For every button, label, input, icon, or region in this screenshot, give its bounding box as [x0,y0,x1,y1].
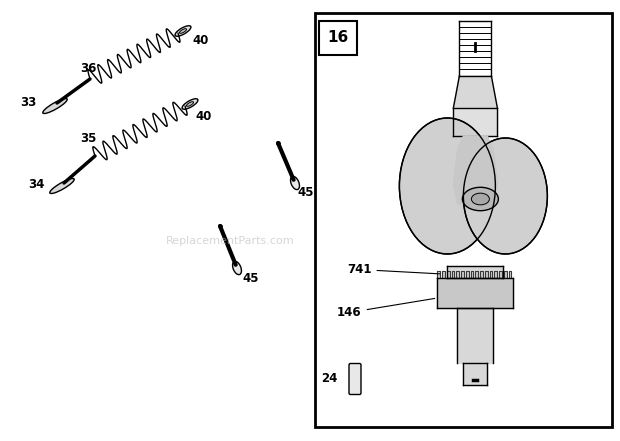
Polygon shape [453,76,497,108]
Polygon shape [508,271,512,278]
Ellipse shape [50,179,74,194]
Polygon shape [490,271,492,278]
Bar [315,13,612,427]
Text: 16: 16 [327,30,348,45]
Text: ReplacementParts.com: ReplacementParts.com [166,236,294,246]
Polygon shape [453,136,497,204]
Polygon shape [456,271,459,278]
Text: 40: 40 [195,109,211,123]
Text: 45: 45 [242,273,259,285]
Polygon shape [458,308,494,363]
Polygon shape [451,271,454,278]
Ellipse shape [291,176,299,190]
Text: 24: 24 [322,371,338,385]
Text: 146: 146 [337,299,435,319]
Ellipse shape [232,262,241,275]
Polygon shape [437,271,440,278]
Polygon shape [471,271,474,278]
Ellipse shape [399,118,495,254]
Polygon shape [437,278,513,308]
Polygon shape [466,271,469,278]
Text: 40: 40 [192,34,208,48]
FancyBboxPatch shape [349,363,361,395]
Text: 45: 45 [297,187,314,199]
Polygon shape [480,271,483,278]
Polygon shape [453,108,497,136]
Ellipse shape [175,26,191,36]
Polygon shape [461,271,464,278]
Polygon shape [485,271,488,278]
Ellipse shape [463,187,498,211]
Ellipse shape [182,99,198,109]
Text: 35: 35 [80,131,96,145]
Ellipse shape [43,98,67,113]
Text: 36: 36 [80,63,96,75]
Polygon shape [499,271,502,278]
Ellipse shape [471,193,489,205]
Polygon shape [448,266,503,278]
Ellipse shape [463,138,547,254]
Polygon shape [494,271,497,278]
Polygon shape [463,363,487,385]
Polygon shape [476,271,478,278]
Bar [319,21,357,55]
Polygon shape [504,271,507,278]
Polygon shape [447,271,450,278]
Ellipse shape [187,102,193,106]
Text: 741: 741 [347,263,440,276]
Text: 34: 34 [28,177,45,191]
Ellipse shape [179,29,187,34]
Text: 33: 33 [20,97,36,109]
Polygon shape [442,271,445,278]
